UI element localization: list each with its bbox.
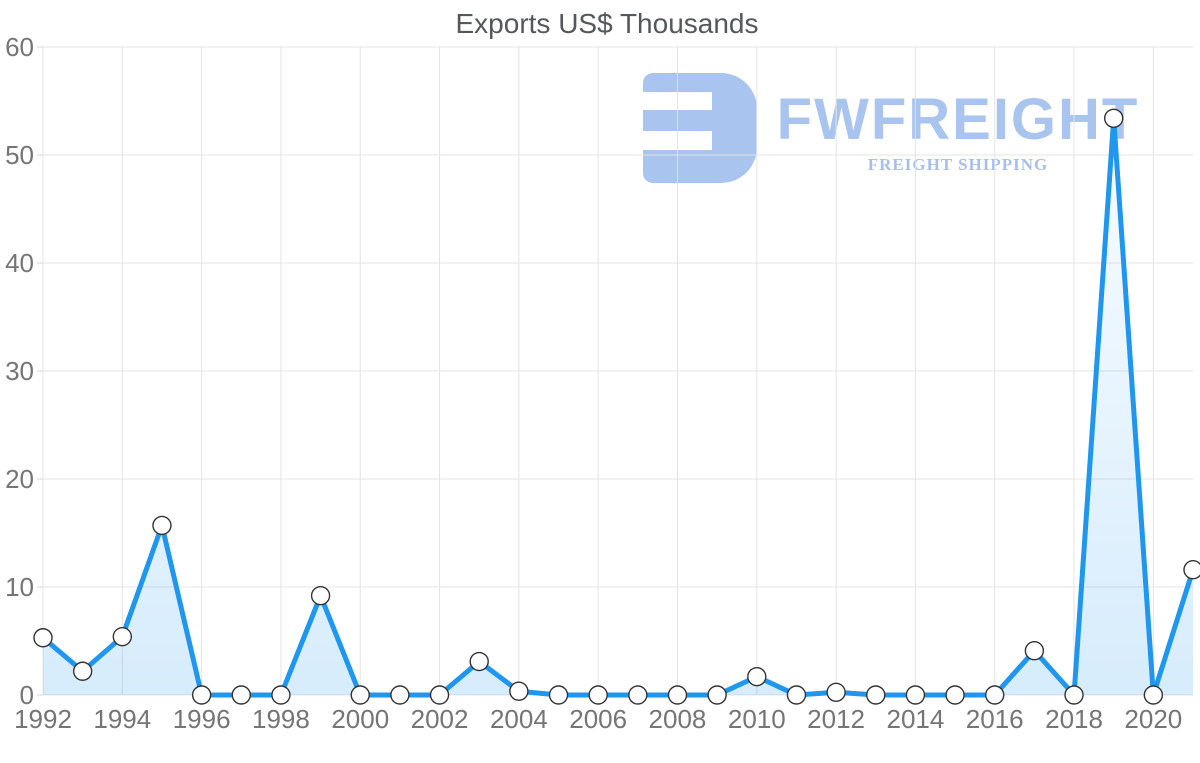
- exports-line: [40, 115, 1196, 698]
- point-2015[interactable]: [945, 685, 965, 705]
- x-axis-label-2006: 2006: [569, 704, 627, 734]
- x-axis-label-1994: 1994: [93, 704, 151, 734]
- x-axis-label-2014: 2014: [886, 704, 944, 734]
- point-2019[interactable]: [1103, 108, 1124, 128]
- point-2000[interactable]: [350, 685, 370, 705]
- y-axis-label-50: 50: [5, 140, 34, 170]
- logo-text-block: FWFREIGHT FREIGHT SHIPPING: [772, 87, 1144, 175]
- point-2009[interactable]: [707, 685, 727, 705]
- y-axis-label-0: 0: [20, 680, 34, 710]
- point-2012[interactable]: [826, 682, 846, 702]
- y-axis-label-60: 60: [5, 32, 34, 62]
- x-axis-label-2016: 2016: [966, 704, 1024, 734]
- point-2001[interactable]: [390, 685, 410, 705]
- fwfreight-logo-icon: [643, 73, 757, 183]
- point-2021[interactable]: [1183, 560, 1200, 580]
- logo-tagline: FREIGHT SHIPPING: [867, 155, 1049, 174]
- point-2002[interactable]: [429, 685, 450, 705]
- point-2017[interactable]: [1024, 641, 1045, 661]
- point-2007[interactable]: [628, 685, 648, 705]
- point-2018[interactable]: [1064, 685, 1084, 705]
- point-2011[interactable]: [786, 685, 807, 705]
- gridlines: [37, 46, 1193, 696]
- y-axis-label-20: 20: [5, 464, 34, 494]
- point-1995[interactable]: [152, 515, 172, 536]
- point-2006[interactable]: [588, 685, 608, 705]
- point-1996[interactable]: [191, 685, 212, 705]
- point-1994[interactable]: [112, 626, 133, 647]
- point-2004[interactable]: [509, 681, 529, 701]
- chart-title: Exports US$ Thousands: [455, 8, 759, 39]
- x-axis-label-1998: 1998: [252, 704, 310, 734]
- point-1993[interactable]: [72, 661, 93, 681]
- area-fill: [43, 118, 1193, 695]
- point-2008[interactable]: [667, 685, 688, 705]
- x-axis-label-1992: 1992: [14, 704, 72, 734]
- y-axis-label-40: 40: [5, 248, 34, 278]
- point-1992[interactable]: [33, 628, 53, 648]
- point-2013[interactable]: [866, 685, 886, 705]
- x-axis-label-1996: 1996: [173, 704, 231, 734]
- x-axis-label-2008: 2008: [649, 704, 707, 734]
- point-1998[interactable]: [271, 685, 291, 705]
- x-axis-label-2018: 2018: [1045, 704, 1103, 734]
- x-axis-label-2012: 2012: [807, 704, 865, 734]
- point-1999[interactable]: [310, 585, 331, 606]
- x-axis-label-2020: 2020: [1124, 704, 1182, 734]
- point-2003[interactable]: [469, 651, 489, 672]
- point-2010[interactable]: [747, 666, 767, 687]
- x-axis-label-2004: 2004: [490, 704, 548, 734]
- y-axis-label-10: 10: [5, 572, 34, 602]
- x-axis-label-2010: 2010: [728, 704, 786, 734]
- x-axis-label-2002: 2002: [411, 704, 469, 734]
- point-2005[interactable]: [548, 685, 569, 705]
- logo-wordmark: FWFREIGHT: [776, 87, 1140, 152]
- point-2014[interactable]: [905, 685, 926, 705]
- axis-labels: 0 10 20 30 40 50 60 1992 1994 1996 1998 2000 2002 200…: [5, 32, 1182, 734]
- point-1997[interactable]: [231, 685, 251, 705]
- x-axis-label-2000: 2000: [331, 704, 389, 734]
- point-2020[interactable]: [1143, 685, 1164, 705]
- point-2016[interactable]: [985, 685, 1005, 705]
- y-axis-label-30: 30: [5, 356, 34, 386]
- data-points: [33, 108, 1200, 705]
